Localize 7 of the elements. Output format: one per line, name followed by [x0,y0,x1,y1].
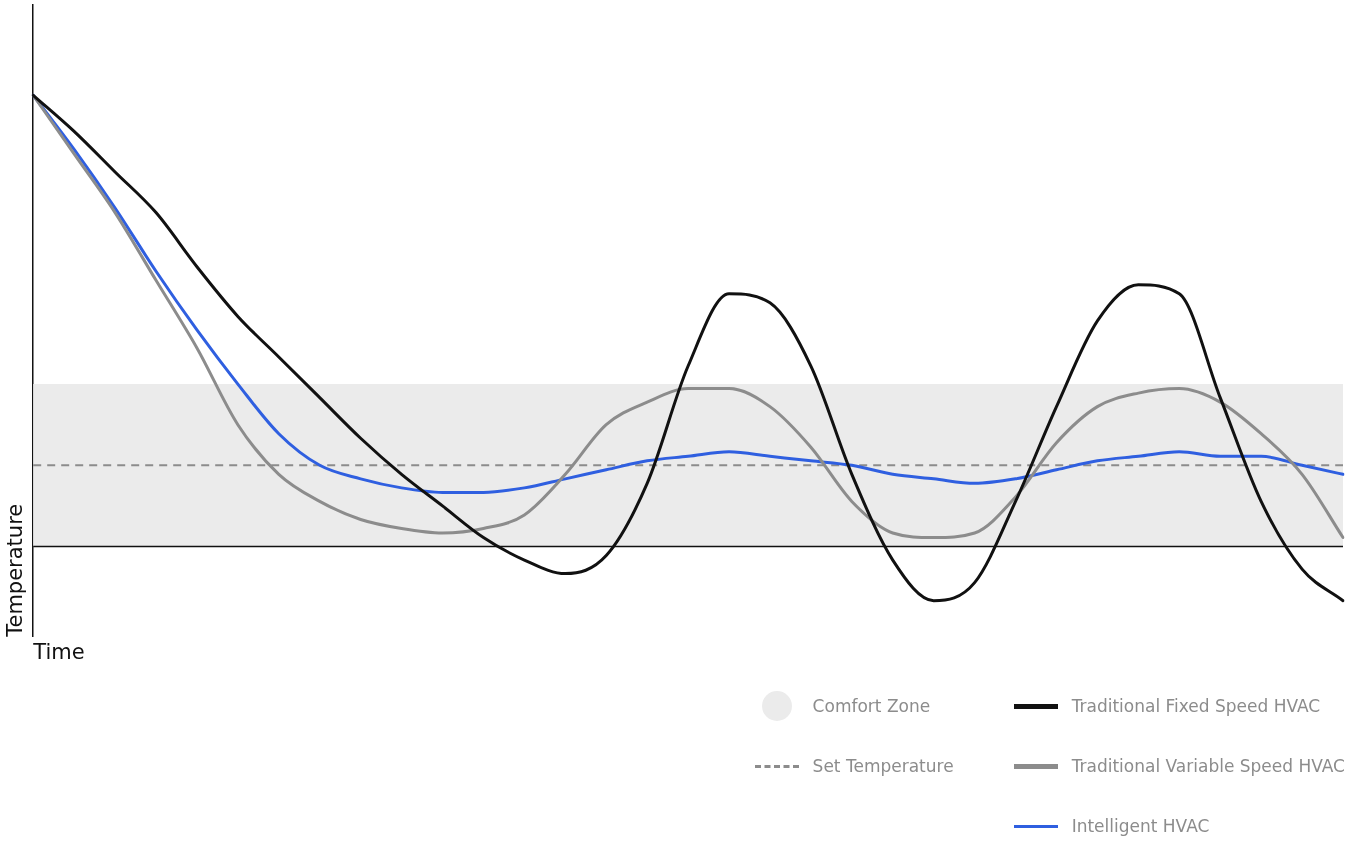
legend-label: Intelligent HVAC [1071,816,1210,836]
legend-label: Comfort Zone [812,696,931,716]
legend-label: Traditional Variable Speed HVAC [1071,756,1345,776]
legend-label: Set Temperature [812,756,954,776]
x-axis-title: Time [32,639,85,664]
legend-label: Traditional Fixed Speed HVAC [1071,696,1321,716]
y-axis-title: Temperature [3,503,28,638]
